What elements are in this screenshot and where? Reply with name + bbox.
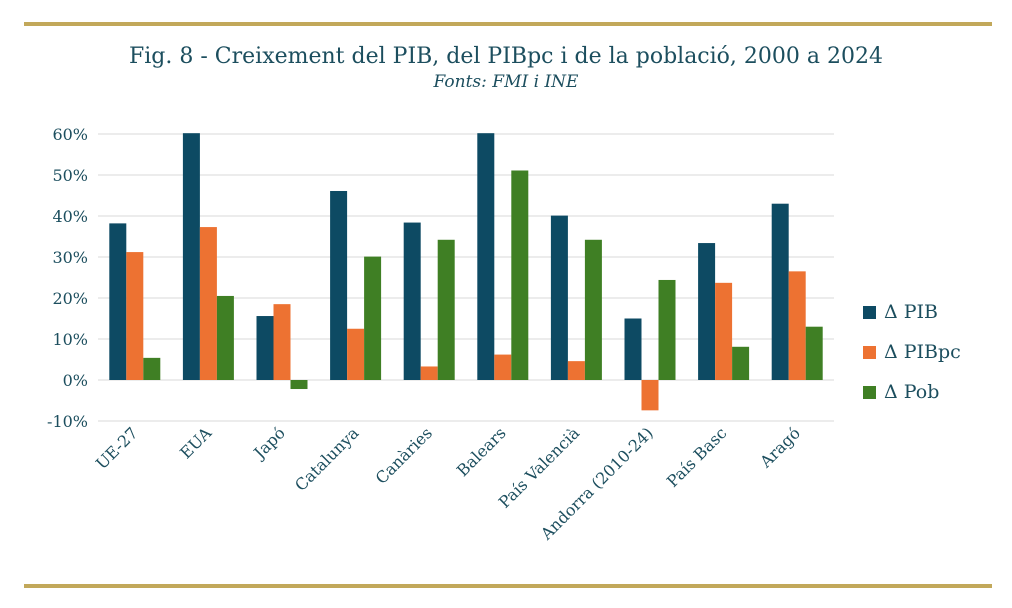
legend-item-pob: Δ Pob	[863, 372, 961, 412]
chart-subtitle: Fonts: FMI i INE	[433, 72, 579, 92]
y-tick-label: 20%	[52, 289, 88, 308]
bar	[584, 239, 602, 380]
bar	[256, 316, 274, 380]
bar	[641, 380, 659, 411]
bar	[420, 366, 438, 380]
legend-item-pibpc: Δ PIBpc	[863, 332, 961, 372]
bar	[805, 326, 823, 380]
y-tick-label: 60%	[52, 125, 88, 144]
bar	[477, 133, 495, 380]
y-tick-label: 50%	[52, 166, 88, 185]
legend: Δ PIB Δ PIBpc Δ Pob	[863, 292, 961, 412]
y-tick-label: 30%	[52, 248, 88, 267]
bar	[182, 133, 200, 380]
bar	[143, 357, 161, 380]
bar	[550, 215, 568, 380]
legend-item-pib: Δ PIB	[863, 292, 961, 332]
x-tick-label: Aragó	[756, 423, 805, 472]
x-tick-label: Canàries	[372, 423, 436, 487]
bar	[216, 295, 234, 380]
bar	[330, 190, 348, 380]
y-tick-label: -10%	[47, 412, 88, 431]
bar	[788, 271, 806, 380]
y-tick-label: 10%	[52, 330, 88, 349]
x-tick-label: UE-27	[92, 423, 142, 473]
bar	[732, 346, 750, 380]
bar	[290, 380, 308, 390]
bar	[715, 282, 733, 380]
legend-label-pob: Δ Pob	[884, 381, 940, 403]
bar	[126, 252, 144, 380]
x-tick-label: Japó	[249, 423, 289, 463]
bar	[771, 203, 789, 380]
bar	[567, 361, 585, 380]
bottom-rule	[24, 584, 992, 588]
x-tick-label: Balears	[453, 423, 510, 480]
bar	[109, 223, 127, 380]
legend-swatch-pib	[863, 305, 876, 319]
bar	[698, 243, 716, 380]
chart-title: Fig. 8 - Creixement del PIB, del PIBpc i…	[129, 44, 883, 69]
legend-swatch-pob	[863, 385, 876, 399]
x-tick-label: País Basc	[663, 423, 731, 491]
bar	[658, 279, 676, 380]
bar	[437, 239, 455, 380]
bar	[364, 256, 382, 380]
bar	[511, 170, 529, 380]
bar	[624, 318, 642, 380]
legend-label-pibpc: Δ PIBpc	[884, 341, 961, 363]
bar	[273, 304, 291, 380]
x-tick-label: EUA	[176, 423, 215, 462]
y-tick-label: 40%	[52, 207, 88, 226]
bar	[494, 354, 512, 380]
x-tick-label: Catalunya	[291, 423, 363, 495]
bar	[199, 227, 217, 380]
top-rule	[24, 22, 992, 26]
legend-swatch-pibpc	[863, 345, 876, 359]
bar	[403, 222, 421, 380]
legend-label-pib: Δ PIB	[884, 301, 939, 323]
bar	[347, 328, 365, 380]
y-tick-label: 0%	[63, 371, 88, 390]
